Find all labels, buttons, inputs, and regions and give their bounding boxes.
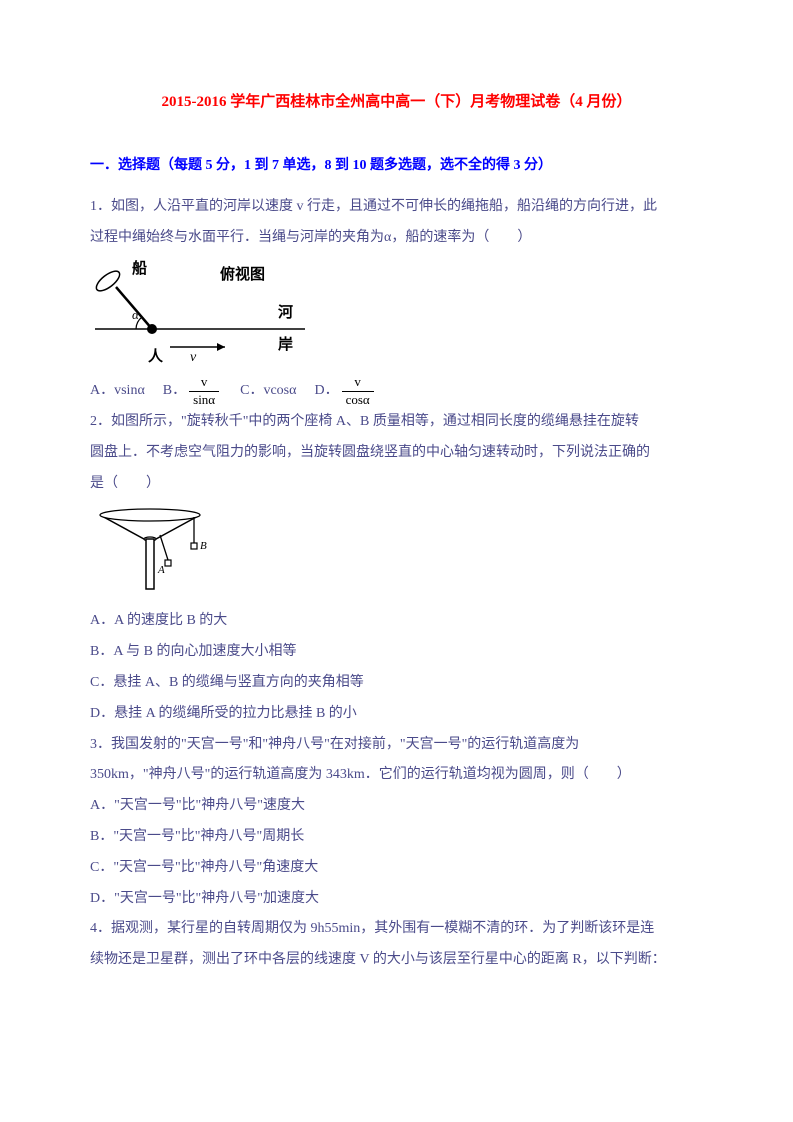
q1-line1: 1．如图，人沿平直的河岸以速度 v 行走，且通过不可伸长的绳拖船，船沿绳的方向行… — [90, 192, 703, 223]
q3-opt-d: D．"天宫一号"比"神舟八号"加速度大 — [90, 884, 703, 915]
q1-opt-d-prefix: D． — [314, 376, 338, 407]
q1-opt-d: D． v cosα — [314, 375, 376, 407]
v-label: v — [190, 350, 197, 365]
q1-line2: 过程中绳始终与水面平行．当绳与河岸的夹角为α，船的速率为（ ） — [90, 223, 703, 254]
boat-label: 船 — [132, 259, 147, 277]
label-a: A — [157, 564, 165, 576]
q3-line1: 3．我国发射的"天宫一号"和"神舟八号"在对接前，"天宫一号"的运行轨道高度为 — [90, 730, 703, 761]
q3-opt-c: C．"天宫一号"比"神舟八号"角速度大 — [90, 853, 703, 884]
bank-label: 岸 — [278, 335, 293, 353]
q2-line3: 是（ ） — [90, 469, 703, 500]
q2-opt-b: B．A 与 B 的向心加速度大小相等 — [90, 637, 703, 668]
q2-line2: 圆盘上．不考虑空气阻力的影响，当旋转圆盘绕竖直的中心轴匀速转动时，下列说法正确的 — [90, 438, 703, 469]
q1-options: A．vsinα B． v sinα C．vcosα D． v cosα — [90, 375, 703, 407]
label-b: B — [200, 540, 207, 552]
q1-b-num: v — [189, 375, 219, 391]
q3-line2: 350km，"神舟八号"的运行轨道高度为 343km．它们的运行轨道均视为圆周，… — [90, 760, 703, 791]
q1-opt-b-prefix: B． — [163, 376, 186, 407]
q2-opt-d: D．悬挂 A 的缆绳所受的拉力比悬挂 B 的小 — [90, 699, 703, 730]
person-label: 人 — [148, 348, 164, 365]
q2-figure: A B — [90, 505, 703, 600]
q1-opt-a: A．vsinα — [90, 376, 145, 407]
river-label: 河 — [278, 303, 293, 321]
q2-opt-c: C．悬挂 A、B 的缆绳与竖直方向的夹角相等 — [90, 668, 703, 699]
q3-opt-b: B．"天宫一号"比"神舟八号"周期长 — [90, 822, 703, 853]
q2-opt-a: A．A 的速度比 B 的大 — [90, 606, 703, 637]
exam-page: { "colors": { "title": "#ff0000", "secti… — [0, 0, 793, 1122]
q1-d-den: cosα — [342, 392, 374, 407]
alpha-label: α — [132, 307, 140, 322]
topview-label: 俯视图 — [220, 265, 265, 283]
q1-b-den: sinα — [189, 392, 219, 407]
q2-line1: 2．如图所示，"旋转秋千"中的两个座椅 A、B 质量相等，通过相同长度的缆绳悬挂… — [90, 407, 703, 438]
q1-opt-b: B． v sinα — [163, 375, 222, 407]
q4-line1: 4．据观测，某行星的自转周期仅为 9h55min，其外围有一模糊不清的环．为了判… — [90, 914, 703, 945]
exam-title: 2015-2016 学年广西桂林市全州高中高一（下）月考物理试卷（4 月份） — [90, 90, 703, 111]
section-1-header: 一．选择题（每题 5 分，1 到 7 单选，8 到 10 题多选题，选不全的得 … — [90, 151, 703, 182]
q1-figure: α v 船 俯视图 人 河 岸 — [90, 259, 703, 369]
q4-line2: 续物还是卫星群，测出了环中各层的线速度 V 的大小与该层至行星中心的距离 R，以… — [90, 945, 703, 976]
q3-opt-a: A．"天宫一号"比"神舟八号"速度大 — [90, 791, 703, 822]
q1-opt-c: C．vcosα — [240, 376, 296, 407]
q1-d-num: v — [342, 375, 374, 391]
